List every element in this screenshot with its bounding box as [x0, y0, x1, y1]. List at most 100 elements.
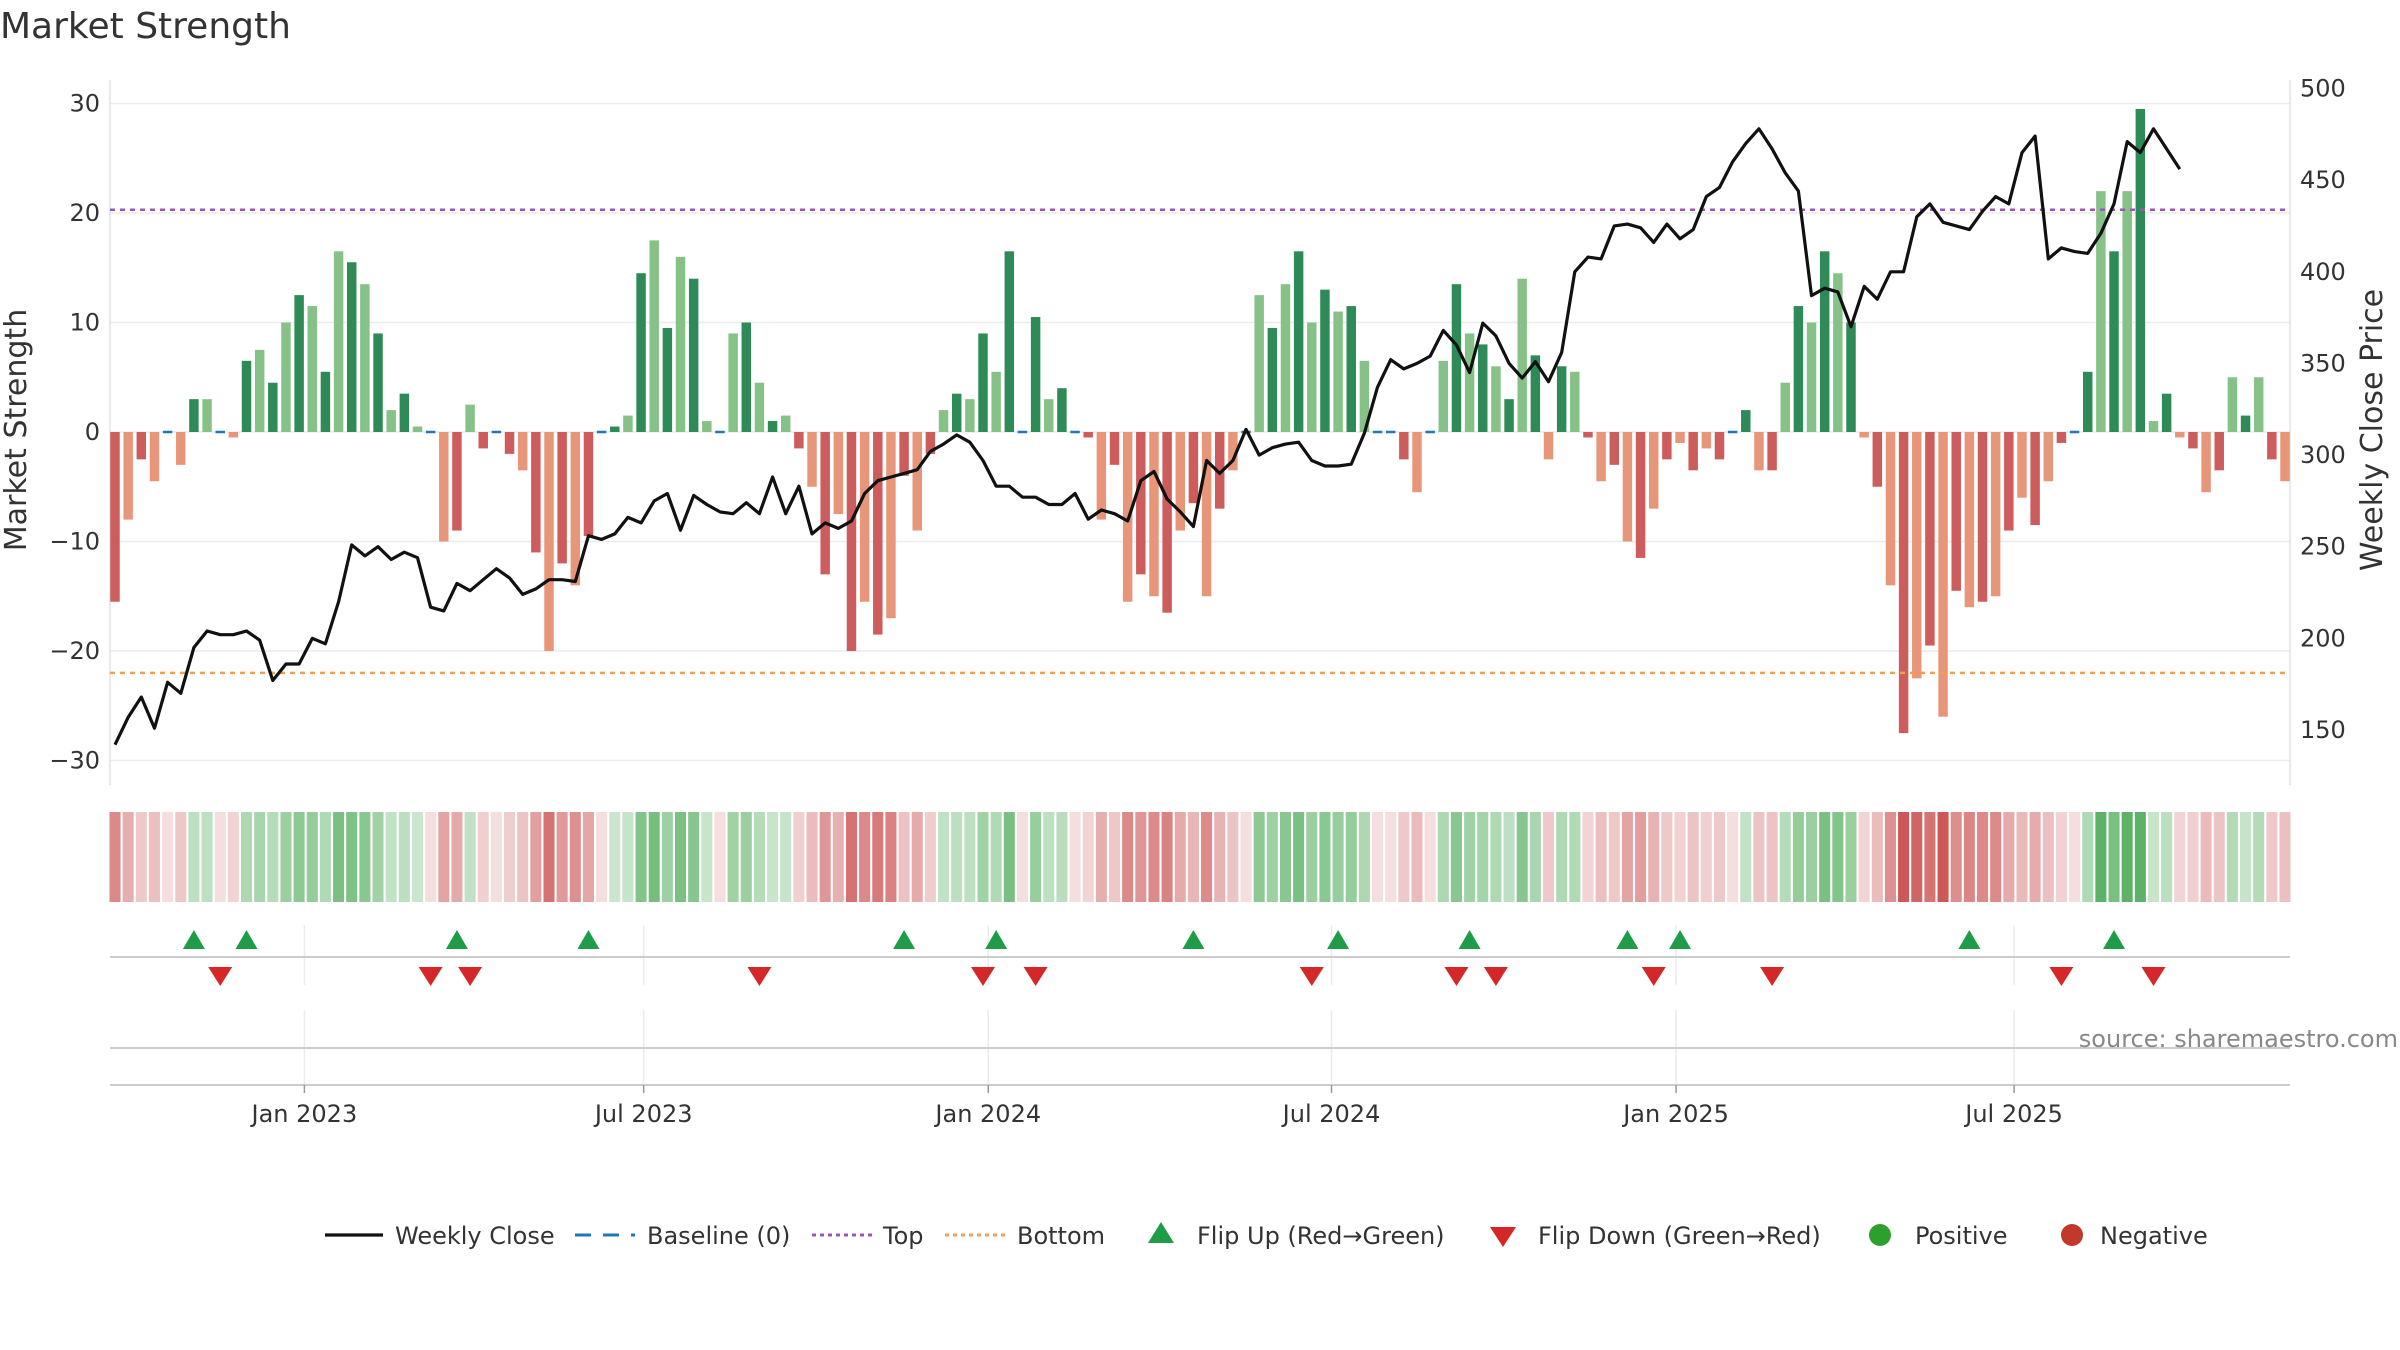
strip-cell-164: [2266, 812, 2278, 902]
strength-bar-25: [439, 432, 449, 542]
strip-cell-121: [1700, 812, 1712, 902]
strip-cell-85: [1227, 812, 1239, 902]
strength-bar-43: [675, 256, 686, 432]
strength-bar-28: [478, 432, 488, 449]
strip-cell-135: [1884, 812, 1896, 902]
strip-cell-6: [188, 812, 200, 902]
strength-bar-68: [1004, 251, 1015, 432]
strip-cell-44: [688, 812, 700, 902]
strength-bar-65: [965, 399, 975, 432]
strip-cell-76: [1108, 812, 1121, 902]
strength-bar-33: [544, 432, 554, 651]
strength-bar-141: [1964, 432, 1975, 608]
strip-cell-127: [1779, 812, 1791, 902]
strip-cell-8: [214, 812, 226, 902]
strip-cell-125: [1753, 812, 1765, 902]
strength-bar-47: [728, 333, 738, 432]
strength-bar-9: [228, 432, 239, 438]
strip-cell-147: [2042, 812, 2054, 902]
flip-down-marker-10: [1760, 967, 1785, 986]
flip-up-marker-6: [1182, 930, 1205, 949]
strength-bar-84: [1214, 432, 1225, 509]
strip-cell-78: [1135, 812, 1147, 902]
strip-cell-23: [411, 812, 424, 902]
strength-bar-104: [1478, 344, 1488, 432]
strip-cell-72: [1056, 812, 1068, 902]
strength-bar-45: [702, 421, 712, 432]
strip-cell-73: [1069, 812, 1081, 902]
strength-bar-17: [333, 251, 344, 432]
panel-frames: [109, 80, 2291, 1086]
strip-cell-140: [1950, 812, 1962, 902]
strength-bar-137: [1912, 432, 1922, 679]
right-tick-label: 300: [2300, 441, 2346, 469]
strip-cell-57: [859, 812, 871, 902]
strength-bar-110: [1556, 366, 1567, 432]
legend-swatch-positive: [1869, 1224, 1891, 1246]
strength-bar-21: [386, 410, 396, 432]
strength-bar-10: [241, 360, 252, 432]
strip-cell-115: [1621, 812, 1633, 902]
strip-cell-148: [2055, 812, 2067, 902]
strength-bar-75: [1096, 432, 1107, 520]
right-tick-label: 400: [2300, 258, 2346, 286]
flip-up-marker-8: [1458, 930, 1481, 949]
flip-up-marker-10: [1669, 930, 1692, 949]
legend: Weekly Close Baseline (0) Top Bottom Flip Up…: [325, 1222, 2208, 1250]
strength-bar-35: [570, 432, 581, 586]
strip-cell-142: [1976, 812, 1989, 902]
strip-cell-141: [1963, 812, 1975, 902]
strength-bar-130: [1819, 251, 1830, 432]
strip-cell-71: [1043, 812, 1055, 902]
strength-bar-163: [2253, 377, 2264, 432]
strip-cell-27: [464, 812, 476, 902]
chart-title: Market Strength: [0, 6, 291, 47]
left-tick-label: −10: [49, 528, 100, 556]
strength-bar-133: [1859, 432, 1869, 438]
strength-bar-54: [820, 432, 830, 575]
strength-bar-36: [583, 432, 594, 537]
strength-bar-158: [2188, 432, 2198, 449]
strength-bar-113: [1596, 432, 1606, 482]
strength-bar-2: [136, 432, 147, 460]
strength-bar-14: [294, 295, 304, 432]
strip-cell-162: [2240, 812, 2252, 902]
flip-down-marker-4: [971, 967, 995, 986]
strength-bar-78: [1136, 432, 1146, 575]
strip-cell-29: [490, 812, 502, 902]
left-tick-label: 0: [85, 418, 100, 446]
flip-down-marker-12: [2141, 967, 2166, 986]
date-tick-label: Jan 2023: [250, 1100, 358, 1128]
strip-cell-54: [819, 812, 831, 902]
strength-bar-99: [1412, 432, 1422, 493]
strength-bar-138: [1925, 432, 1935, 646]
flip-up-marker-0: [182, 930, 205, 949]
strip-cell-160: [2213, 812, 2225, 902]
strip-cell-157: [2174, 812, 2186, 902]
strength-bar-22: [399, 393, 410, 432]
strip-cell-64: [951, 812, 963, 902]
strip-cell-18: [346, 812, 358, 902]
strip-cell-102: [1450, 812, 1462, 902]
legend-label: Flip Down (Green→Red): [1538, 1222, 1821, 1250]
strength-bar-11: [254, 349, 265, 432]
strength-bar-136: [1898, 432, 1909, 734]
strip-cell-17: [333, 812, 345, 902]
strip-cell-109: [1542, 812, 1555, 902]
strip-cell-48: [740, 812, 752, 902]
strip-cell-130: [1819, 812, 1831, 902]
strip-cell-108: [1529, 812, 1541, 902]
strength-bar-67: [991, 371, 1001, 432]
date-axis-ticks: Jan 2023 Jul 2023 Jan 2024 Jul 2024 Jan 2025…: [250, 1085, 2063, 1128]
legend-label: Baseline (0): [647, 1222, 790, 1250]
strength-bar-80: [1162, 432, 1172, 613]
strip-cell-62: [924, 812, 936, 902]
strength-bar-145: [2017, 432, 2027, 498]
strength-bar-38: [610, 426, 620, 432]
strength-bar-71: [1044, 399, 1054, 432]
flip-up-marker-5: [985, 930, 1008, 949]
strength-bar-131: [1833, 273, 1843, 432]
legend-label: Positive: [1915, 1222, 2008, 1250]
strength-bar-111: [1570, 371, 1580, 432]
strength-bar-6: [189, 399, 199, 432]
